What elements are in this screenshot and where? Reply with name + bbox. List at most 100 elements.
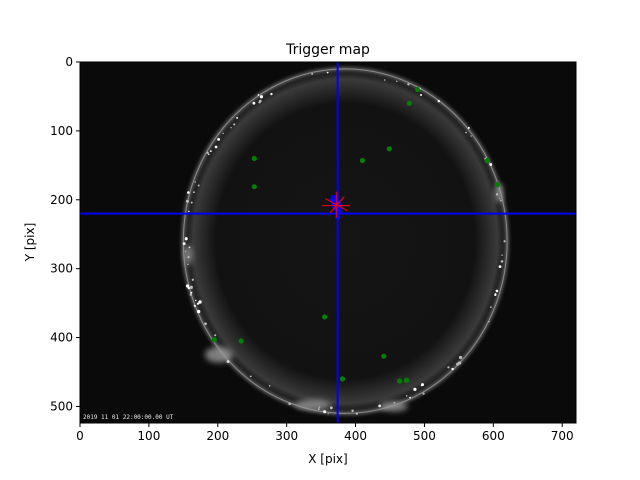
y-axis-label: Y [pix] (23, 223, 37, 263)
rim-star (209, 150, 212, 153)
rim-star (488, 321, 490, 323)
crosshair (80, 62, 576, 423)
rim-star (185, 199, 189, 203)
rim-star (413, 387, 417, 392)
rim-star (500, 260, 504, 263)
rim-star (258, 99, 262, 103)
trigger-point (251, 184, 257, 190)
rim-star (191, 278, 194, 281)
y-axis: 0 100 200 300 400 500 (50, 55, 80, 413)
rim-star (489, 163, 493, 166)
image-timestamp: 2019 11 01 22:00:00.00 UT (83, 414, 174, 421)
chart-title: Trigger map (285, 42, 370, 58)
rim-star (495, 289, 499, 293)
trigger-point (484, 157, 490, 164)
rim-star (323, 410, 327, 414)
rim-star (259, 95, 264, 99)
x-tick-label: 600 (482, 429, 505, 443)
rim-star (420, 383, 425, 387)
rim-star (329, 406, 333, 410)
rim-star (257, 94, 260, 96)
trigger-point (339, 376, 346, 382)
trigger-point (238, 338, 244, 344)
rim-star (269, 385, 271, 387)
trigger-point (403, 377, 410, 383)
sky-rim (182, 68, 508, 414)
trigger-point (321, 314, 328, 320)
rim-star (252, 101, 256, 105)
rim-star (182, 242, 186, 246)
rim-star (236, 116, 239, 119)
y-tick-label: 0 (65, 55, 73, 69)
rim-star (456, 362, 460, 366)
plot-area: 2019 11 01 22:00:00.00 UT (80, 62, 576, 423)
rim-star (467, 126, 470, 129)
trigger-point (251, 155, 257, 162)
trigger-marker (322, 191, 351, 218)
rim-star (270, 92, 273, 96)
rim-star (196, 302, 200, 305)
sky-disc (183, 68, 508, 414)
y-tick-label: 300 (50, 262, 73, 276)
trigger-point (406, 100, 412, 106)
rim-star (465, 131, 467, 134)
rim-star (204, 322, 207, 326)
trigger-point (414, 86, 421, 93)
rim-star (206, 151, 209, 154)
rim-star (193, 304, 196, 307)
rim-star (190, 201, 193, 204)
rim-glow (294, 399, 331, 410)
rim-star (383, 79, 386, 81)
rim-star (193, 191, 195, 193)
rim-star (494, 293, 497, 296)
x-tick-label: 300 (275, 429, 298, 443)
y-tick-label: 500 (50, 399, 73, 413)
rim-star (451, 367, 454, 371)
rim-star (326, 71, 329, 74)
rim-star (190, 291, 193, 294)
rim-star (327, 413, 329, 415)
rim-star (222, 132, 224, 135)
trigger-point (494, 182, 501, 188)
rim-star (437, 99, 441, 103)
rim-star (187, 191, 190, 194)
rim-star (214, 145, 218, 149)
y-tick-label: 100 (50, 124, 73, 138)
trigger-point (397, 378, 403, 384)
x-tick-label: 700 (551, 429, 574, 443)
rim-glow (204, 346, 233, 363)
y-tick-label: 400 (50, 331, 73, 345)
rim-star (217, 137, 221, 141)
rim-star (501, 254, 503, 256)
trigger-points (211, 86, 501, 384)
rim-star (407, 83, 410, 86)
y-tick-label: 200 (50, 193, 73, 207)
x-tick-label: 0 (76, 429, 84, 443)
rim-star (230, 126, 232, 129)
x-tick-label: 400 (344, 429, 367, 443)
rim-star (185, 284, 190, 288)
rim-star (458, 355, 463, 360)
trigger-point (381, 353, 387, 359)
rim-star (311, 73, 314, 75)
rim-star (187, 286, 191, 290)
rim-star (188, 210, 190, 213)
rim-star (195, 299, 197, 302)
rim-star (198, 300, 202, 304)
rim-glow (495, 182, 504, 203)
rim-glow (184, 244, 193, 265)
trigger-cross-line (329, 196, 345, 213)
rim-star (355, 412, 358, 415)
rim-star (503, 240, 506, 243)
x-tick-label: 500 (413, 429, 436, 443)
rim-star (489, 306, 492, 308)
rim-star (470, 135, 472, 137)
rim-star (447, 366, 450, 369)
rim-star (208, 153, 210, 156)
rim-star (194, 181, 196, 183)
x-axis: 0 100 200 300 400 500 600 700 (76, 423, 574, 443)
plot-frame (79, 61, 577, 424)
rim-star (184, 237, 188, 241)
rim-star (498, 265, 502, 268)
